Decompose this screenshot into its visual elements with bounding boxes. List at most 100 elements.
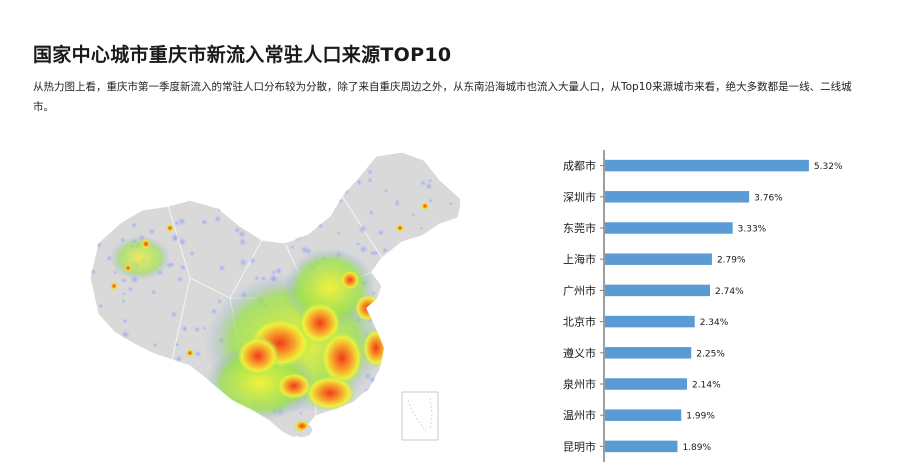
category-label: 泉州市 — [563, 377, 596, 391]
bar — [605, 409, 682, 421]
heat-point — [173, 220, 180, 227]
south-sea-inset — [401, 391, 439, 441]
heat-point — [274, 266, 283, 276]
heat-point — [135, 152, 144, 161]
heat-point — [148, 228, 156, 235]
bar — [605, 253, 712, 265]
heat-point — [427, 177, 433, 184]
heat-point — [381, 247, 389, 254]
heat-point — [90, 365, 97, 372]
heat-point — [436, 378, 444, 385]
heat-point — [451, 329, 461, 339]
heat-point — [211, 178, 220, 187]
category-label: 北京市 — [563, 315, 596, 329]
top10-bar-chart: 成都市 5.32% 深圳市 3.76% 东莞市 3.33% 上海市 2.79% 广州市 2.74%… — [548, 146, 848, 465]
heat-point — [419, 226, 424, 231]
heat-point — [198, 157, 207, 166]
heat-point — [349, 430, 354, 434]
heat-point — [429, 329, 440, 340]
heat-point — [333, 422, 343, 432]
heat-point — [177, 164, 184, 171]
bar — [605, 222, 733, 234]
heat-point — [334, 165, 344, 175]
heat-point — [442, 297, 448, 302]
heat-point — [383, 188, 389, 194]
data-label: 2.34% — [700, 318, 729, 328]
heat-point — [152, 342, 158, 348]
category-label: 东莞市 — [563, 221, 596, 235]
heat-point — [127, 286, 134, 293]
category-label: 上海市 — [563, 252, 596, 266]
heat-point — [115, 399, 123, 408]
heat-point — [414, 284, 420, 290]
heat-point — [395, 390, 400, 396]
heat-point — [448, 201, 453, 206]
heat-point — [176, 275, 184, 283]
heat-point — [336, 230, 342, 236]
heat-point — [118, 169, 124, 176]
heat-point — [445, 404, 451, 411]
data-label: 1.89% — [682, 443, 711, 453]
data-label: 3.33% — [738, 225, 767, 235]
heat-point — [394, 200, 401, 207]
heat-point — [124, 399, 131, 405]
heat-point — [268, 230, 273, 235]
heat-point — [420, 307, 427, 315]
heat-point — [379, 433, 384, 438]
heat-point — [268, 214, 276, 223]
heat-point — [145, 411, 153, 420]
heat-point — [445, 172, 455, 182]
heat-point — [213, 427, 223, 436]
heat-point — [170, 262, 175, 267]
heat-point — [248, 169, 258, 180]
heat-point — [120, 329, 131, 340]
heat-point — [216, 298, 223, 305]
heat-point — [254, 423, 265, 434]
heat-point — [218, 170, 228, 180]
page-description: 从热力图上看，重庆市第一季度新流入的常驻人口分布较为分散，除了来自重庆周边之外，… — [33, 81, 852, 113]
heat-point — [119, 210, 125, 216]
category-label: 广州市 — [563, 283, 596, 297]
heat-point — [90, 207, 96, 215]
heat-west-spots — [110, 202, 429, 357]
bar — [605, 440, 678, 453]
heat-point — [179, 192, 186, 199]
heat-point — [116, 414, 123, 420]
heat-point — [185, 366, 195, 377]
category-label: 昆明市 — [563, 439, 596, 453]
heat-point — [366, 157, 373, 164]
heat-point — [368, 209, 375, 216]
heat-point — [138, 197, 143, 202]
category-label: 遵义市 — [563, 346, 596, 360]
heat-point — [229, 201, 238, 210]
heat-point — [150, 289, 157, 296]
heat-point — [267, 168, 274, 175]
heat-point — [233, 226, 242, 234]
heat-point — [90, 327, 94, 332]
heat-point — [93, 202, 100, 208]
heat-point — [442, 323, 449, 330]
heat-point — [328, 189, 335, 195]
heat-point — [442, 276, 448, 282]
heat-point — [92, 373, 100, 381]
heat-point — [238, 237, 248, 247]
data-label: 2.74% — [715, 287, 744, 297]
data-label: 5.32% — [814, 162, 843, 172]
heat-point — [377, 410, 385, 418]
heat-point — [299, 245, 310, 255]
bar — [605, 315, 695, 328]
heat-point — [213, 214, 222, 224]
heat-point — [140, 191, 147, 198]
heat-point — [358, 244, 369, 255]
heat-point — [452, 277, 458, 283]
heat-point — [420, 345, 430, 355]
heat-point — [90, 428, 96, 436]
category-label: 温州市 — [563, 408, 596, 422]
bar — [605, 378, 688, 390]
heat-point — [422, 320, 429, 327]
heat-point — [193, 325, 201, 334]
heat-point — [97, 303, 104, 309]
heat-point — [177, 237, 188, 247]
data-label: 2.79% — [717, 256, 746, 266]
heat-point — [189, 250, 196, 257]
